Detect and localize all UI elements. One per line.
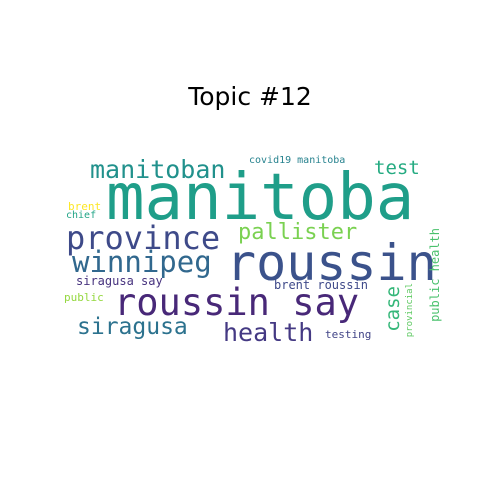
word-covid19-manitoba: covid19 manitoba [249, 155, 346, 166]
word-siragusa-say: siragusa say [76, 274, 163, 288]
word-roussin-say: roussin say [114, 281, 360, 324]
word-brent: brent [68, 200, 102, 213]
word-brent-roussin: brent roussin [274, 278, 368, 292]
word-siragusa: siragusa [77, 314, 188, 340]
word-roussin: roussin [226, 234, 437, 292]
word-public-health: public health [428, 228, 442, 322]
word-health: health [223, 318, 314, 347]
word-public: public [64, 291, 104, 304]
word-case: case [382, 286, 404, 332]
word-manitoban: manitoban [90, 155, 226, 184]
word-winnipeg: winnipeg [72, 245, 212, 279]
word-provincial: provincial [405, 283, 415, 338]
word-testing: testing [325, 328, 372, 341]
word-manitoba: manitoba [106, 161, 415, 235]
word-test: test [374, 157, 420, 179]
word-province: province [66, 219, 221, 257]
word-pallister: pallister [238, 220, 358, 245]
figure-title: Topic #12 [188, 82, 312, 111]
word-chief: chief [66, 210, 97, 221]
